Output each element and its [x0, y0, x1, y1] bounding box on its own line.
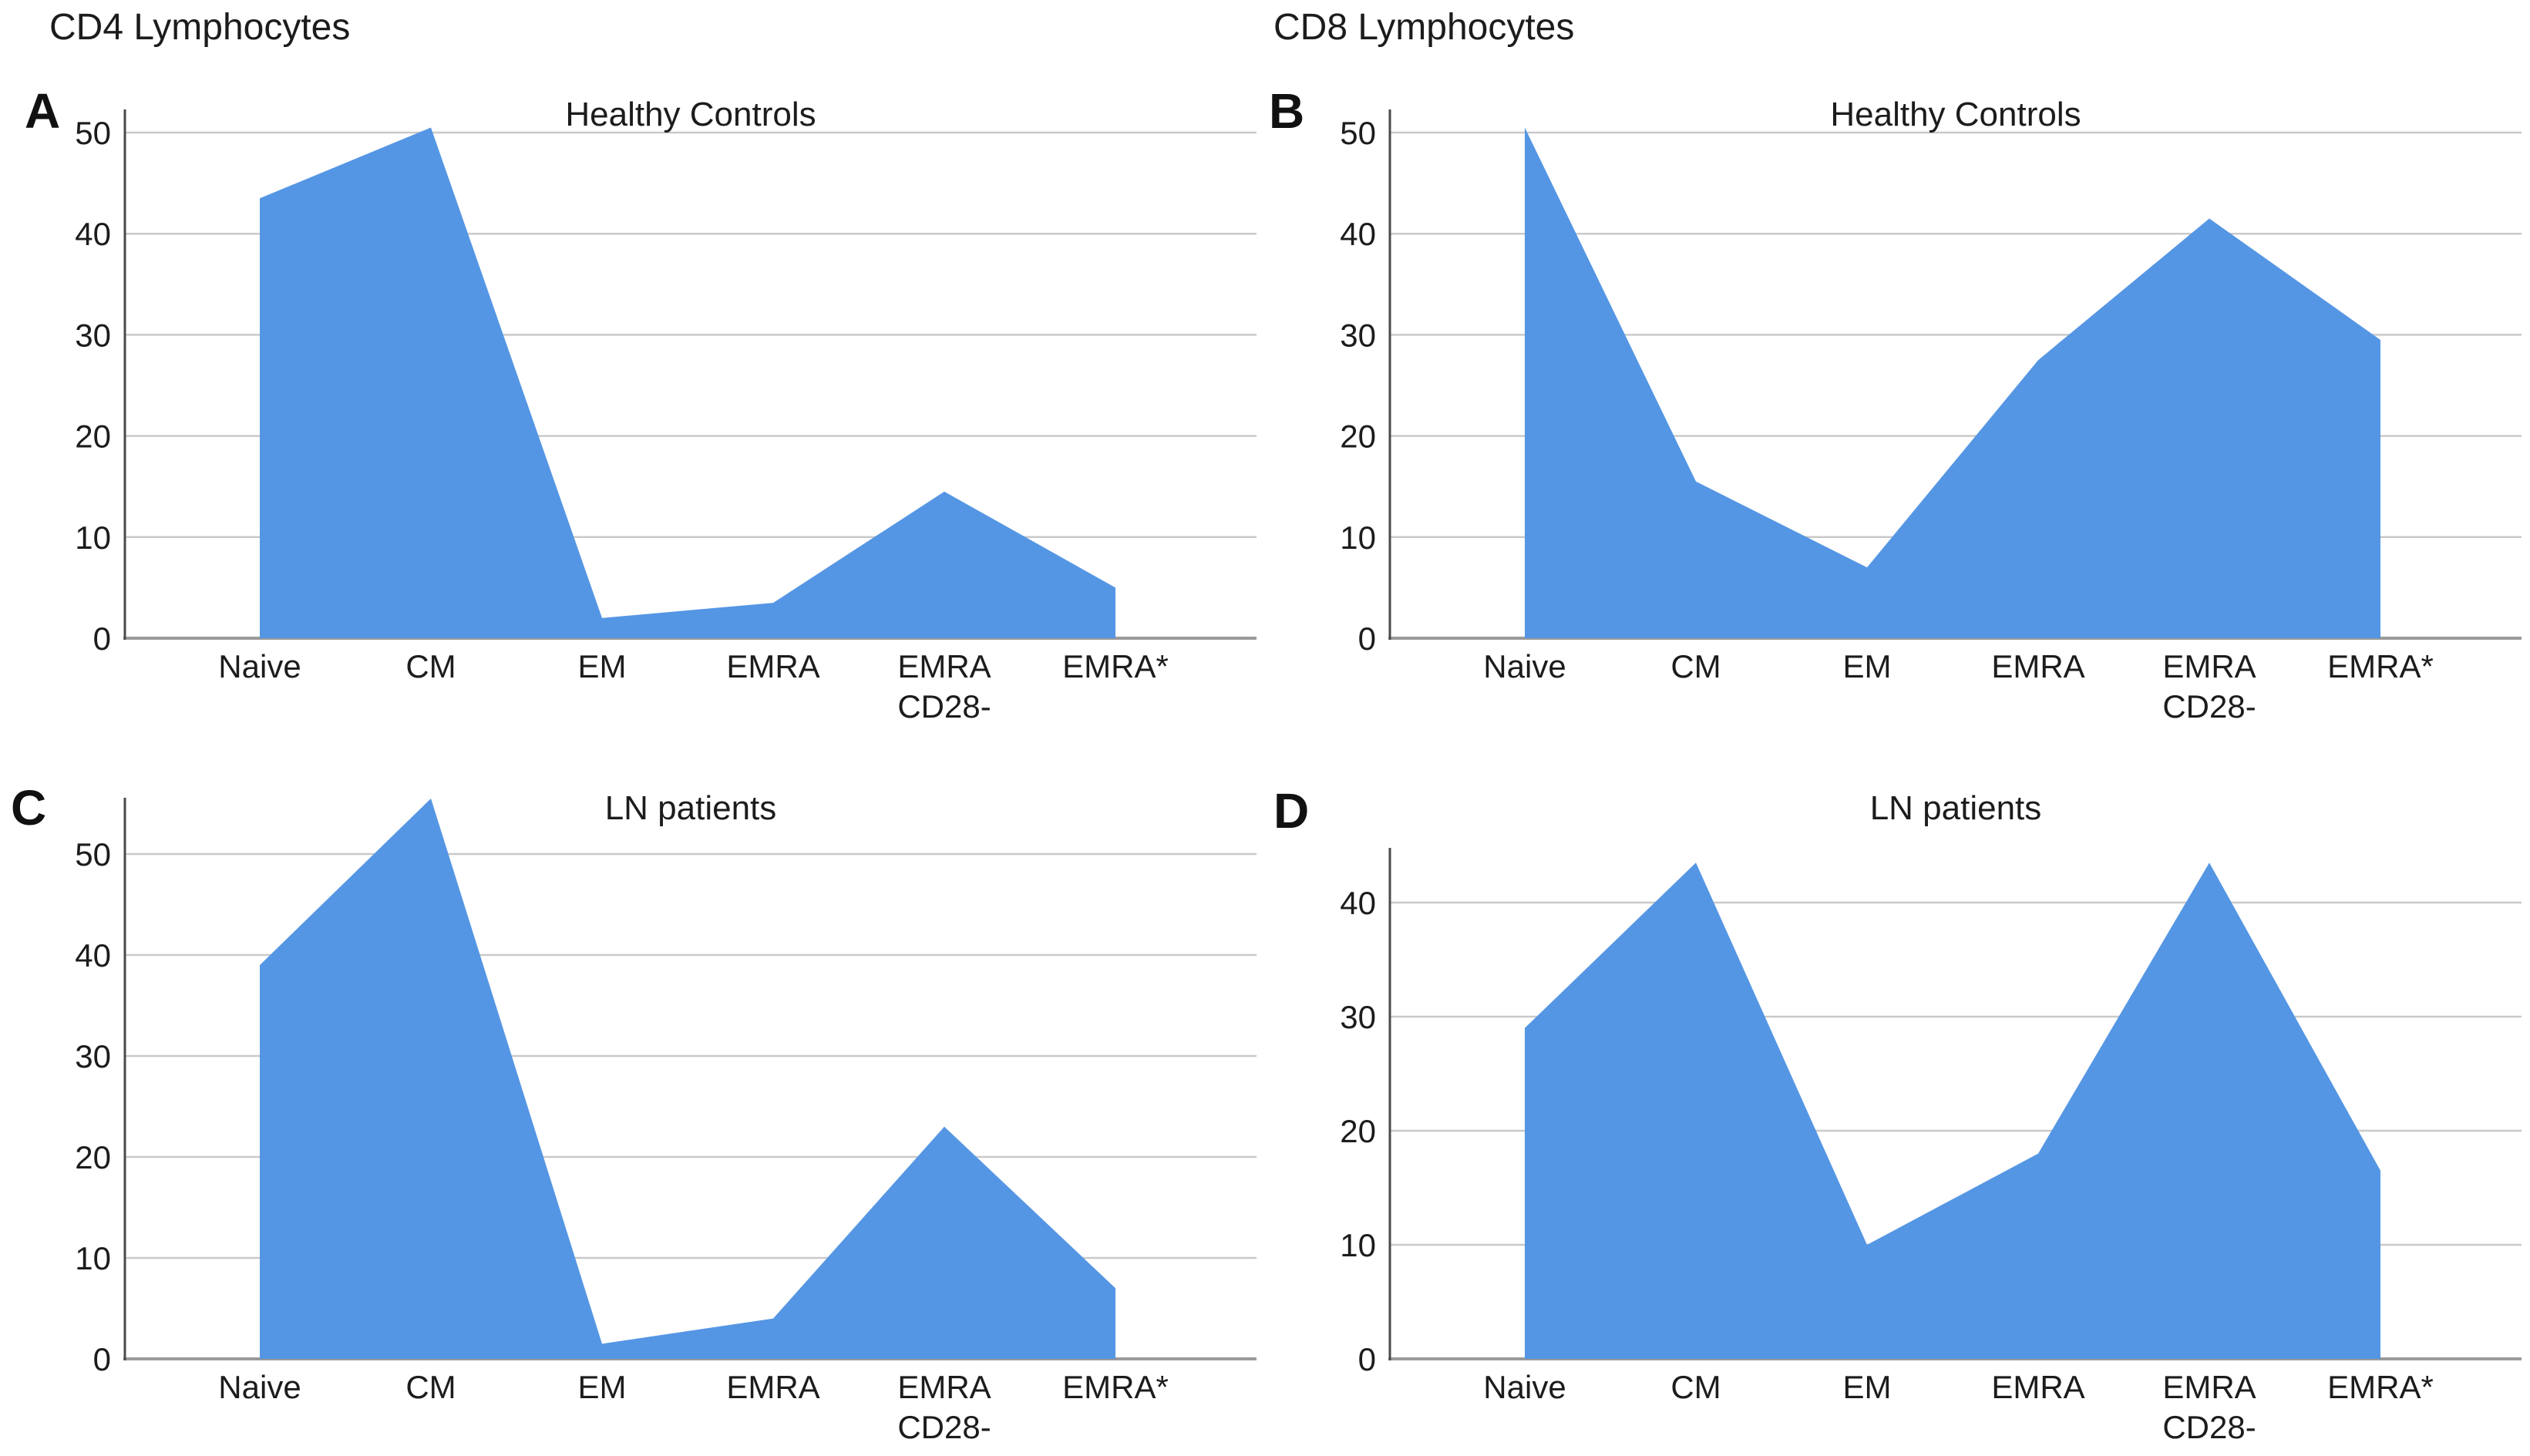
category-label-em: EM: [1843, 648, 1892, 684]
y-tick-label-50: 50: [1340, 115, 1376, 151]
category-label-em: EM: [578, 1369, 627, 1405]
y-tick-label-20: 20: [1340, 419, 1376, 455]
chart-title: Healthy Controls: [565, 96, 816, 133]
category-label-emra: EMRA: [897, 1369, 991, 1405]
area-chart-cd8-ln-patients: 0 10 20 30 40 Naive CM EM EMRA EMRA CD28- EMRA* LN p…: [1340, 789, 2522, 1445]
chart-title: Healthy Controls: [1830, 96, 2081, 133]
category-label-cm: CM: [1670, 648, 1721, 684]
y-tick-label-30: 30: [75, 317, 111, 353]
cd4-column-heading: CD4 Lymphocytes: [49, 7, 351, 48]
y-tick-label-0: 0: [1358, 620, 1376, 657]
category-label-cd28-: CD28-: [897, 1409, 991, 1445]
area-series: [1525, 127, 2380, 638]
category-label-em: EM: [1843, 1369, 1892, 1405]
category-label-cm: CM: [405, 1369, 456, 1405]
y-tick-label-0: 0: [1358, 1341, 1376, 1377]
cd8-column-heading: CD8 Lymphocytes: [1273, 7, 1575, 48]
category-label-naive: Naive: [218, 1369, 301, 1405]
y-tick-label-10: 10: [1340, 520, 1376, 556]
y-tick-label-0: 0: [93, 1341, 111, 1377]
panel-letter-a: A: [25, 83, 61, 139]
category-label-emra-: EMRA*: [1062, 1369, 1169, 1405]
y-tick-label-20: 20: [75, 1139, 111, 1175]
category-label-emra: EMRA: [726, 648, 819, 684]
area-chart-cd4-healthy-controls: 0 10 20 30 40 50 Naive CM EM EMRA EMRA CD28- EMRA* He…: [75, 96, 1257, 725]
category-label-emra: EMRA: [1991, 648, 2084, 684]
area-series: [1525, 863, 2380, 1359]
area-chart-cd4-ln-patients: 0 10 20 30 40 50 Naive CM EM EMRA EMRA CD28- EMRA* LN…: [75, 789, 1257, 1445]
y-tick-label-30: 30: [75, 1038, 111, 1074]
y-tick-label-40: 40: [75, 937, 111, 973]
y-tick-label-40: 40: [1340, 885, 1376, 921]
category-label-cm: CM: [1670, 1369, 1721, 1405]
y-tick-label-20: 20: [75, 419, 111, 455]
area-series: [260, 798, 1115, 1359]
category-label-cm: CM: [405, 648, 456, 684]
category-label-emra: EMRA: [2162, 1369, 2256, 1405]
y-tick-label-30: 30: [1340, 999, 1376, 1035]
category-label-emra: EMRA: [2162, 648, 2256, 684]
category-label-em: EM: [578, 648, 627, 684]
y-tick-label-10: 10: [75, 1240, 111, 1276]
y-tick-label-50: 50: [75, 836, 111, 873]
category-label-emra-: EMRA*: [2327, 1369, 2434, 1405]
panel-letter-c: C: [11, 780, 47, 836]
y-tick-label-0: 0: [93, 620, 111, 657]
y-tick-label-20: 20: [1340, 1113, 1376, 1149]
category-label-emra: EMRA: [897, 648, 991, 684]
category-label-cd28-: CD28-: [897, 688, 991, 725]
y-tick-label-50: 50: [75, 115, 111, 151]
category-label-naive: Naive: [1483, 648, 1566, 684]
y-tick-label-40: 40: [75, 216, 111, 252]
area-series: [260, 127, 1115, 638]
y-tick-label-30: 30: [1340, 317, 1376, 353]
category-label-naive: Naive: [1483, 1369, 1566, 1405]
y-tick-label-40: 40: [1340, 216, 1376, 252]
category-label-emra-: EMRA*: [2327, 648, 2434, 684]
panel-letter-b: B: [1269, 83, 1305, 139]
y-tick-label-10: 10: [75, 520, 111, 556]
chart-title: LN patients: [605, 789, 777, 827]
y-tick-label-10: 10: [1340, 1227, 1376, 1263]
category-label-cd28-: CD28-: [2162, 688, 2256, 725]
area-chart-cd8-healthy-controls: 0 10 20 30 40 50 Naive CM EM EMRA EMRA CD28- EMRA* He…: [1340, 96, 2522, 725]
category-label-emra: EMRA: [726, 1369, 819, 1405]
panel-letter-d: D: [1273, 783, 1310, 839]
category-label-naive: Naive: [218, 648, 301, 684]
category-label-cd28-: CD28-: [2162, 1409, 2256, 1445]
category-label-emra-: EMRA*: [1062, 648, 1169, 684]
category-label-emra: EMRA: [1991, 1369, 2084, 1405]
chart-title: LN patients: [1870, 789, 2042, 827]
